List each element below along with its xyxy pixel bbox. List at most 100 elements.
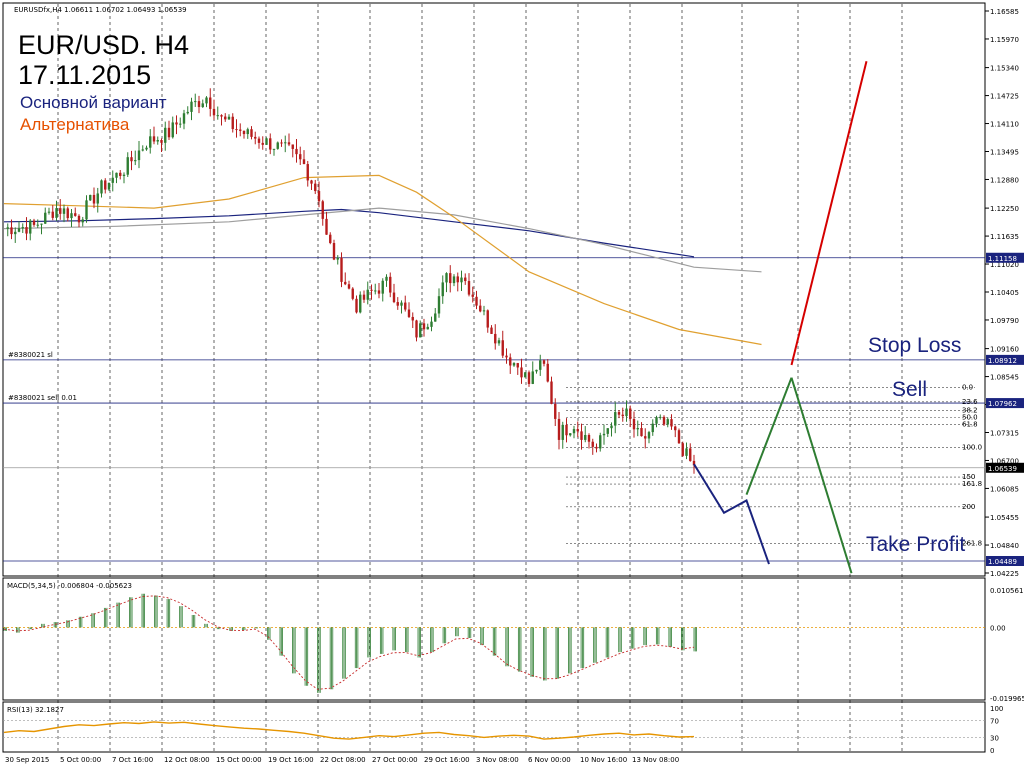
main_forecast-line <box>693 463 770 565</box>
candle-body <box>617 412 621 415</box>
vertical-grid <box>57 4 903 752</box>
candle-body <box>205 97 208 104</box>
candle-body <box>666 419 669 425</box>
candle-body <box>287 142 291 145</box>
candle-body <box>362 294 366 300</box>
rsi-tick-label: 30 <box>990 734 999 742</box>
candle-body <box>366 289 369 300</box>
candle-body <box>685 448 688 456</box>
candle-body <box>441 282 444 297</box>
candle-body <box>539 360 542 370</box>
y-tick-label: 1.12250 <box>990 205 1019 213</box>
candle-body <box>59 208 62 214</box>
y-tick-label: 1.09790 <box>990 317 1019 325</box>
candle-body <box>250 129 253 137</box>
candle-body <box>456 276 459 283</box>
candle-body <box>640 428 643 437</box>
chart-date: 17.11.2015 <box>18 60 151 90</box>
candle-body <box>389 276 392 293</box>
price-level-text: 1.11158 <box>988 255 1017 263</box>
legend-main-variant: Основной вариант <box>20 93 167 112</box>
y-tick-label: 1.06085 <box>990 485 1019 493</box>
candle-body <box>152 136 156 142</box>
fibo-label: 38.2 <box>962 406 978 414</box>
candle-body <box>557 418 561 440</box>
candle-body <box>464 277 467 282</box>
candle-body <box>10 227 13 235</box>
candle-body <box>100 180 103 194</box>
price-level-tag <box>986 398 1024 409</box>
candle-body <box>235 129 238 131</box>
candle-body <box>347 284 351 289</box>
candle-body <box>126 157 129 175</box>
macd-label: MACD(5,34,5) -0.006804 -0.005623 <box>7 582 132 590</box>
candle-body <box>422 323 426 330</box>
candle-body <box>430 321 433 327</box>
candle-body <box>306 164 309 181</box>
candle-body <box>197 101 201 108</box>
forecast-lines <box>693 60 868 574</box>
price-level-tag <box>986 354 1024 365</box>
candle-body <box>310 180 313 184</box>
level-lines <box>3 257 985 562</box>
rsi-tick-label: 0 <box>990 747 994 755</box>
candle-body <box>32 220 36 225</box>
candle-body <box>164 127 167 143</box>
candle-body <box>471 294 474 297</box>
y-tick-label: 1.11635 <box>990 233 1019 241</box>
rsi-line <box>3 721 695 740</box>
candle-body <box>141 149 144 151</box>
candle-body <box>317 191 321 202</box>
x-tick-label: 5 Oct 00:00 <box>60 756 101 764</box>
candle-body <box>21 227 24 229</box>
y-tick-label: 1.16585 <box>990 8 1019 16</box>
candle-body <box>584 434 587 440</box>
candle-body <box>591 441 594 447</box>
candle-body <box>659 416 662 418</box>
candle-body <box>344 281 347 285</box>
candle-body <box>572 429 576 434</box>
candle-body <box>404 302 407 310</box>
candle-body <box>692 460 696 466</box>
candle-body <box>137 150 141 161</box>
candle-body <box>636 428 639 430</box>
candle-body <box>542 360 546 364</box>
macd-tick-label: 0.00 <box>990 624 1006 632</box>
y-tick-label: 1.04840 <box>990 542 1019 550</box>
candle-body <box>209 97 212 109</box>
candle-body <box>674 426 677 431</box>
y-tick-label: 1.15970 <box>990 36 1019 44</box>
candle-body <box>62 208 66 214</box>
candle-body <box>186 111 189 114</box>
x-tick-label: 27 Oct 00:00 <box>372 756 418 764</box>
y-tick-label: 1.06700 <box>990 457 1019 465</box>
candle-body <box>201 103 204 108</box>
candle-body <box>632 418 636 430</box>
y-tick-label: 1.15340 <box>990 65 1019 73</box>
y-tick-label: 1.08545 <box>990 374 1019 382</box>
ma_slow-line <box>3 208 695 258</box>
sell-label: Sell <box>892 378 927 401</box>
fibo-label: 0.0 <box>962 384 973 392</box>
candle-body <box>239 129 242 131</box>
order-sell-marker: #8380021 sell 0.01 <box>8 394 77 402</box>
y-tick-label: 1.14110 <box>990 121 1019 129</box>
candle-body <box>606 428 609 434</box>
candle-body <box>411 316 414 321</box>
x-tick-label: 22 Oct 08:00 <box>320 756 366 764</box>
fibo-label: 161.8 <box>962 480 982 488</box>
x-tick-label: 3 Nov 08:00 <box>476 756 519 764</box>
candle-body <box>497 340 501 344</box>
candle-body <box>216 115 219 117</box>
time-axis: 30 Sep 2015 5 Oct 00:00 7 Oct 16:00 12 Oct … <box>5 756 679 764</box>
candle-body <box>190 101 193 112</box>
candle-body <box>415 320 418 338</box>
stop-loss-label: Stop Loss <box>868 334 961 357</box>
y-tick-label: 1.12880 <box>990 176 1019 184</box>
candle-body <box>550 381 553 404</box>
rsi-panel: 100 70 30 0 <box>3 705 1003 755</box>
candle-body <box>340 257 343 282</box>
candle-body <box>171 122 174 138</box>
